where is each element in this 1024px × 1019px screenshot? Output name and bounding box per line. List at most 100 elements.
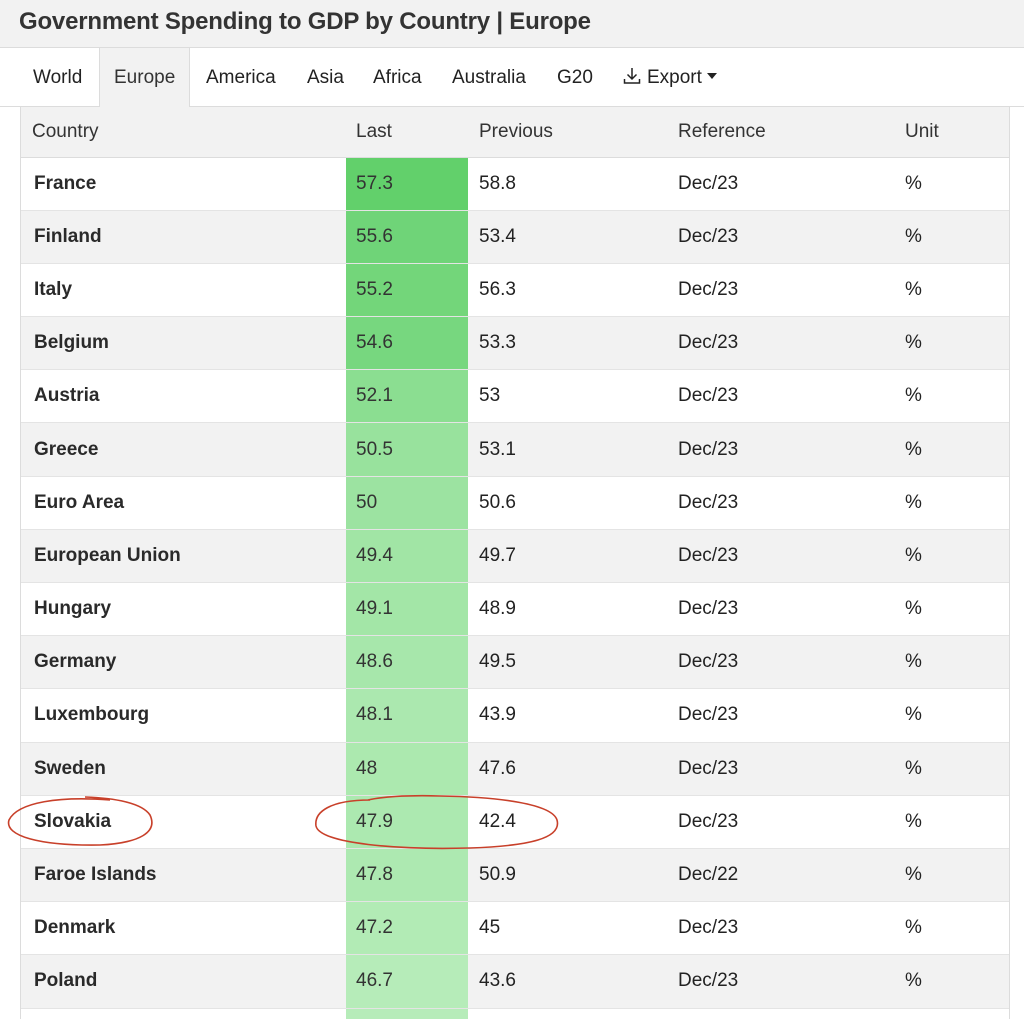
cell-unit: % <box>894 635 1009 690</box>
cell-last: 47.8 <box>346 848 468 903</box>
cell-unit: % <box>894 954 1009 1009</box>
table-row: Greece 50.5 53.1 Dec/23% <box>21 422 1009 477</box>
cell-country[interactable]: Denmark <box>21 901 346 956</box>
cell-country[interactable]: Euro Area <box>21 476 346 530</box>
tab-g20[interactable]: G20 <box>557 67 593 88</box>
cell-reference: Dec/23 <box>667 157 894 211</box>
table-row: Poland 46.7 43.6 Dec/23% <box>21 954 1009 1009</box>
table-row: Sweden 48 47.6 Dec/23% <box>21 742 1009 796</box>
header-unit[interactable]: Unit <box>894 107 1009 158</box>
table-row: Slovakia 47.9 42.4 Dec/23% <box>21 795 1009 849</box>
cell-previous: 50.6 <box>468 476 667 530</box>
cell-last: 47.2 <box>346 901 468 956</box>
table-row: Finland 55.6 53.4 Dec/23% <box>21 210 1009 264</box>
cell-unit: % <box>894 742 1009 796</box>
cell-last: 55.2 <box>346 263 468 318</box>
cell-country[interactable]: France <box>21 157 346 211</box>
page-title: Government Spending to GDP by Country | … <box>19 8 591 35</box>
cell-country[interactable]: Sweden <box>21 742 346 796</box>
cell-country[interactable]: Poland <box>21 954 346 1009</box>
cell-reference: Dec/23 <box>667 742 894 796</box>
cell-unit: % <box>894 210 1009 264</box>
tab-asia[interactable]: Asia <box>307 67 344 88</box>
cell-reference: Dec/23 <box>667 263 894 318</box>
cell-reference: Dec/23 <box>667 582 894 637</box>
table-row: Hungary 49.1 48.9 Dec/23% <box>21 582 1009 637</box>
cell-country[interactable]: Austria <box>21 369 346 424</box>
cell-country[interactable]: Greece <box>21 422 346 477</box>
cell-country[interactable]: Finland <box>21 210 346 264</box>
cell-last: 52.1 <box>346 369 468 424</box>
caret-down-icon <box>706 73 717 79</box>
cell-last: 49.4 <box>346 529 468 584</box>
cell-last: 54.6 <box>346 316 468 371</box>
tab-world[interactable]: World <box>33 67 83 88</box>
cell-last: 48 <box>346 742 468 796</box>
table-row: Italy 55.2 56.3 Dec/23% <box>21 263 1009 318</box>
tab-america[interactable]: America <box>206 67 276 88</box>
download-icon <box>623 68 641 84</box>
cell-last: 48.1 <box>346 688 468 743</box>
cell-unit: % <box>894 422 1009 477</box>
cell-unit <box>894 1008 1009 1019</box>
cell-previous: 56.3 <box>468 263 667 318</box>
cell-country[interactable]: Hungary <box>21 582 346 637</box>
table-row <box>21 1008 1009 1019</box>
cell-reference: Dec/23 <box>667 476 894 530</box>
cell-previous: 58.8 <box>468 157 667 211</box>
cell-reference: Dec/23 <box>667 210 894 264</box>
table-row: Germany 48.6 49.5 Dec/23% <box>21 635 1009 690</box>
header-reference[interactable]: Reference <box>667 107 894 158</box>
cell-unit: % <box>894 263 1009 318</box>
table-row: Belgium 54.6 53.3 Dec/23% <box>21 316 1009 371</box>
cell-reference: Dec/22 <box>667 848 894 903</box>
export-button[interactable]: Export <box>608 48 731 107</box>
table-row: European Union 49.4 49.7 Dec/23% <box>21 529 1009 584</box>
cell-previous: 42.4 <box>468 795 667 849</box>
cell-reference: Dec/23 <box>667 369 894 424</box>
cell-country[interactable]: Slovakia <box>21 795 346 849</box>
cell-last: 46.7 <box>346 954 468 1009</box>
cell-reference: Dec/23 <box>667 901 894 956</box>
cell-reference: Dec/23 <box>667 422 894 477</box>
cell-previous: 49.5 <box>468 635 667 690</box>
cell-previous: 47.6 <box>468 742 667 796</box>
cell-previous: 50.9 <box>468 848 667 903</box>
cell-previous: 53.3 <box>468 316 667 371</box>
cell-unit: % <box>894 529 1009 584</box>
cell-previous: 53.4 <box>468 210 667 264</box>
cell-country[interactable]: Belgium <box>21 316 346 371</box>
cell-reference: Dec/23 <box>667 529 894 584</box>
cell-country[interactable]: Italy <box>21 263 346 318</box>
cell-country[interactable]: Germany <box>21 635 346 690</box>
cell-last: 48.6 <box>346 635 468 690</box>
cell-unit: % <box>894 316 1009 371</box>
header-country[interactable]: Country <box>21 107 346 158</box>
tab-africa[interactable]: Africa <box>373 67 422 88</box>
header-last[interactable]: Last <box>346 107 468 158</box>
tab-australia[interactable]: Australia <box>452 67 526 88</box>
cell-reference: Dec/23 <box>667 795 894 849</box>
cell-unit: % <box>894 688 1009 743</box>
table-row: Euro Area 50 50.6 Dec/23% <box>21 476 1009 530</box>
cell-country[interactable]: Luxembourg <box>21 688 346 743</box>
cell-last: 49.1 <box>346 582 468 637</box>
cell-reference: Dec/23 <box>667 316 894 371</box>
cell-unit: % <box>894 901 1009 956</box>
table-row: Faroe Islands 47.8 50.9 Dec/22% <box>21 848 1009 903</box>
table-row: Luxembourg 48.1 43.9 Dec/23% <box>21 688 1009 743</box>
cell-last: 50.5 <box>346 422 468 477</box>
region-tabs: World Europe America Asia Africa Austral… <box>0 48 1024 108</box>
tab-europe[interactable]: Europe <box>99 48 191 108</box>
export-label: Export <box>647 67 702 88</box>
cell-unit: % <box>894 157 1009 211</box>
cell-reference <box>667 1008 894 1019</box>
cell-previous: 53 <box>468 369 667 424</box>
cell-country[interactable]: Faroe Islands <box>21 848 346 903</box>
header-previous[interactable]: Previous <box>468 107 667 158</box>
cell-country[interactable]: European Union <box>21 529 346 584</box>
cell-country[interactable] <box>21 1008 346 1019</box>
cell-previous <box>468 1008 667 1019</box>
cell-previous: 45 <box>468 901 667 956</box>
cell-unit: % <box>894 369 1009 424</box>
